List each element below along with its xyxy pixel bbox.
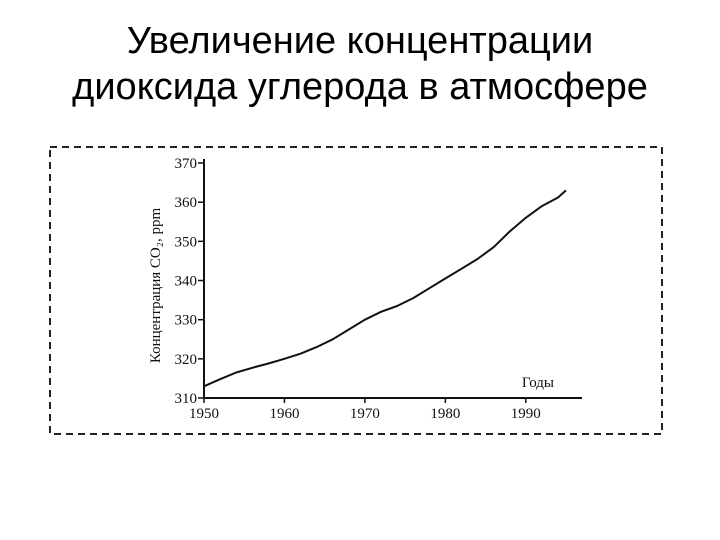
co2-series-line	[203, 189, 567, 388]
y-tick-label: 330	[175, 313, 198, 329]
y-tick-label: 360	[175, 195, 198, 211]
x-tick-label: 1990	[511, 406, 541, 422]
x-tick-label: 1950	[189, 406, 219, 422]
slide-title-line-2: диоксида углерода в атмосфере	[72, 66, 648, 108]
x-ticks: 1950 1960 1970 1980 1990	[189, 398, 541, 422]
x-tick-label: 1960	[269, 406, 299, 422]
slide-title-line-1: Увеличение концентрации	[126, 20, 594, 62]
chart-frame	[49, 146, 663, 435]
x-tick-label: 1980	[430, 406, 460, 422]
x-tick-label: 1970	[350, 406, 380, 422]
y-tick-label: 340	[175, 274, 198, 290]
y-tick-label: 350	[175, 234, 198, 250]
y-tick-label: 320	[175, 352, 198, 368]
y-tick-label: 370	[175, 156, 198, 172]
x-axis-label: Годы	[522, 375, 554, 391]
y-tick-label: 310	[175, 391, 198, 407]
slide-title: Увеличение концентрации диоксида углерод…	[0, 18, 720, 110]
y-axis-label: Концентрация CO₂, ppm	[148, 208, 164, 364]
y-ticks: 310 320 330 340 350 360 370	[175, 156, 204, 407]
